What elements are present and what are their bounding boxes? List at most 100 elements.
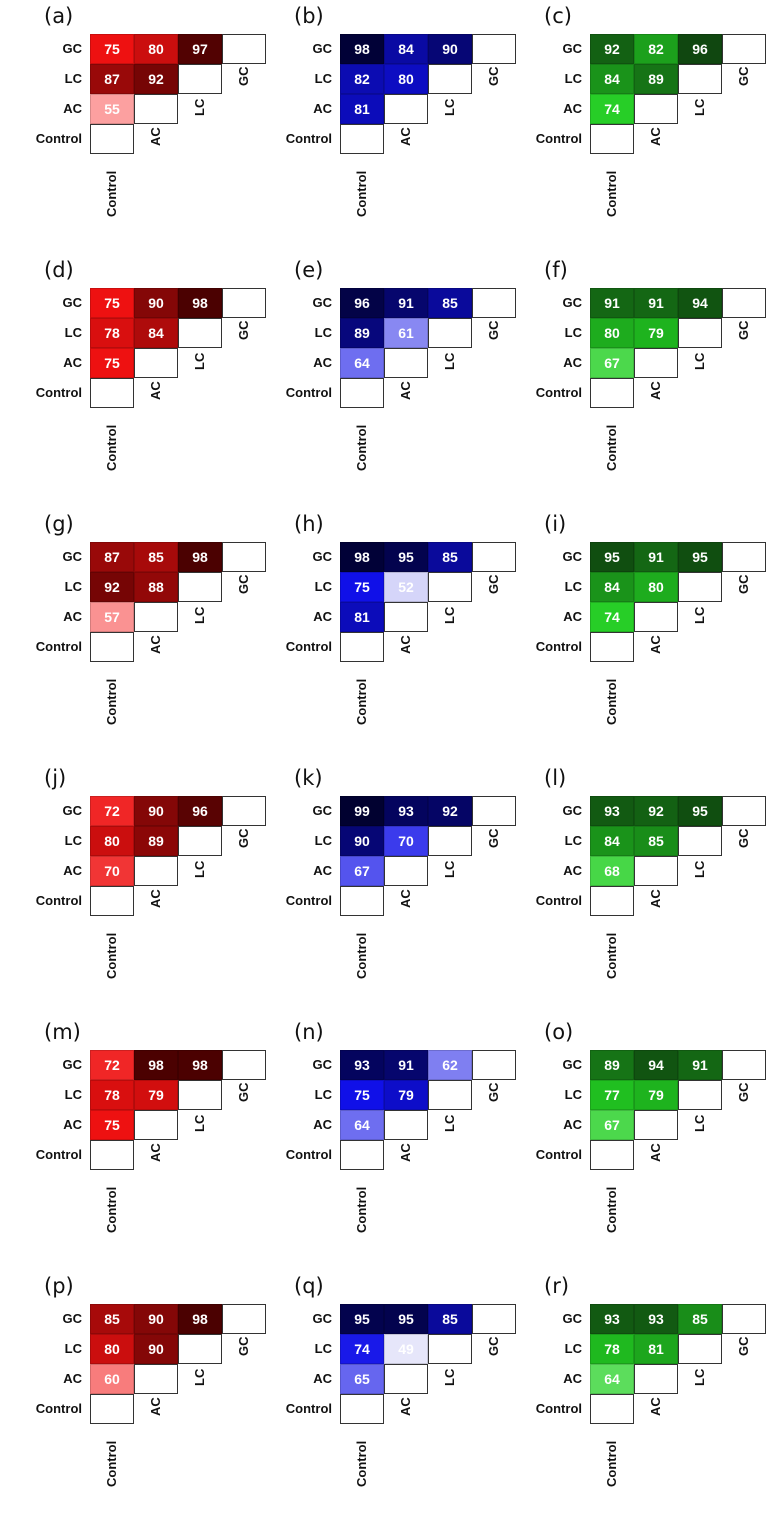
row-label: Control [285,1147,332,1162]
row-label: LC [564,1087,582,1102]
heatmap-panel: (h) GC LC AC Control 98 95 85 75 52 81 Control AC LC G… [262,508,520,760]
row-label: AC [63,609,82,624]
heatmap-cell: 80 [384,64,428,94]
row-label: Control [35,1147,82,1162]
heatmap-cell: 85 [134,542,178,572]
column-label: LC [442,353,457,371]
column-label: LC [442,99,457,117]
diagonal-cell [678,1080,722,1110]
heatmap-cell: 91 [384,1050,428,1080]
heatmap-cell: 98 [134,1050,178,1080]
column-label: AC [648,1143,663,1163]
diagonal-cell [472,1304,516,1334]
diagonal-cell [590,632,634,662]
heatmap-cell: 79 [384,1080,428,1110]
panel-label: (r) [544,1274,570,1298]
column-label: Control [604,425,619,472]
row-label: AC [63,1371,82,1386]
heatmap-cell: 57 [90,602,134,632]
column-label: LC [192,861,207,879]
row-label: GC [312,295,333,310]
column-label: LC [192,1115,207,1133]
column-label: LC [442,607,457,625]
heatmap-cell: 92 [428,796,472,826]
column-label: AC [148,1397,163,1417]
heatmap-cell: 85 [634,826,678,856]
row-label: LC [64,325,82,340]
heatmap-panel: (n) GC LC AC Control 93 91 62 75 79 64 Control AC LC G… [262,1016,520,1268]
row-label: GC [62,549,83,564]
column-label: LC [192,1369,207,1387]
heatmap-panel: (r) GC LC AC Control 93 93 85 78 81 64 Control AC LC G… [512,1270,770,1522]
column-label: LC [192,607,207,625]
column-label: LC [692,1369,707,1387]
column-label: GC [486,1082,501,1103]
heatmap-cell: 84 [590,64,634,94]
row-label: Control [285,131,332,146]
heatmap-cell: 68 [590,856,634,886]
heatmap-panel: (o) GC LC AC Control 89 94 91 77 79 67 Control AC LC G… [512,1016,770,1268]
panel-label: (n) [294,1020,324,1044]
heatmap-cell: 60 [90,1364,134,1394]
diagonal-cell [428,572,472,602]
diagonal-cell [178,572,222,602]
heatmap-cell: 92 [590,34,634,64]
column-label: Control [354,1441,369,1488]
heatmap-cell: 95 [678,796,722,826]
row-label: LC [314,579,332,594]
heatmap-cell: 67 [340,856,384,886]
column-label: AC [148,381,163,401]
diagonal-cell [384,856,428,886]
panel-label: (m) [44,1020,81,1044]
row-label: LC [564,71,582,86]
diagonal-cell [472,1050,516,1080]
column-label: GC [736,320,751,341]
heatmap-cell: 81 [340,602,384,632]
row-label: AC [313,1371,332,1386]
heatmap-cell: 80 [90,1334,134,1364]
column-label: AC [398,1143,413,1163]
column-label: GC [236,828,251,849]
heatmap-cell: 98 [178,542,222,572]
heatmap-cell: 85 [428,1304,472,1334]
diagonal-cell [722,1304,766,1334]
diagonal-cell [384,1110,428,1140]
row-label: GC [562,295,583,310]
row-label: GC [312,803,333,818]
diagonal-cell [178,826,222,856]
diagonal-cell [472,542,516,572]
diagonal-cell [722,796,766,826]
diagonal-cell [590,124,634,154]
heatmap-cell: 79 [634,318,678,348]
row-label: LC [64,71,82,86]
panel-label: (e) [294,258,324,282]
diagonal-cell [340,632,384,662]
heatmap-cell: 81 [340,94,384,124]
heatmap-cell: 74 [340,1334,384,1364]
diagonal-cell [472,288,516,318]
heatmap-panel: (q) GC LC AC Control 95 95 85 74 49 65 Control AC LC G… [262,1270,520,1522]
heatmap-cell: 52 [384,572,428,602]
heatmap-cell: 97 [178,34,222,64]
panel-label: (b) [294,4,324,28]
column-label: Control [104,1187,119,1234]
heatmap-cell: 85 [678,1304,722,1334]
panel-label: (c) [544,4,572,28]
heatmap-cell: 91 [634,288,678,318]
row-label: AC [313,1117,332,1132]
diagonal-cell [722,542,766,572]
heatmap-cell: 89 [340,318,384,348]
column-label: AC [398,889,413,909]
row-label: LC [314,833,332,848]
heatmap-cell: 99 [340,796,384,826]
heatmap-cell: 79 [634,1080,678,1110]
column-label: AC [648,889,663,909]
row-label: AC [563,1371,582,1386]
diagonal-cell [384,348,428,378]
heatmap-cell: 75 [90,288,134,318]
column-label: Control [104,171,119,218]
column-label: Control [104,1441,119,1488]
heatmap-cell: 64 [340,1110,384,1140]
column-label: AC [398,635,413,655]
diagonal-cell [178,318,222,348]
